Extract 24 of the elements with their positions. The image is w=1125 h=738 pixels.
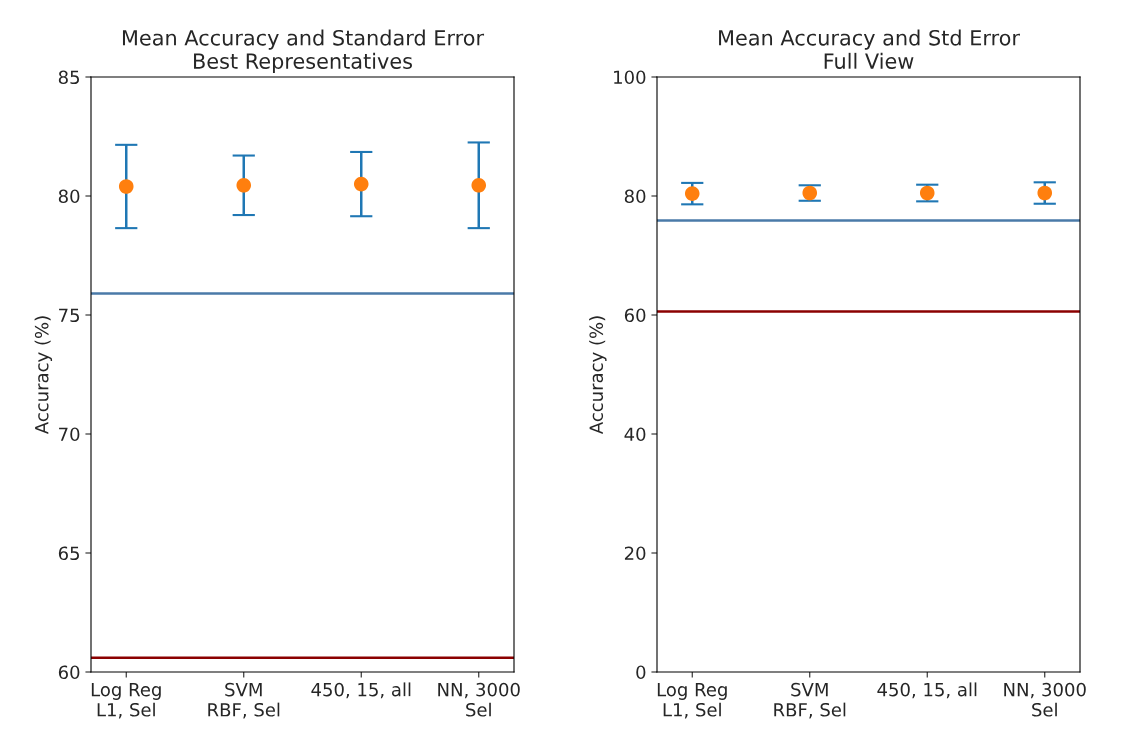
y-tick-label: 85 [58, 70, 80, 85]
y-tick-label: 80 [58, 189, 80, 204]
x-tick-label: 450, 15, all [311, 682, 411, 699]
chart-title: Mean Accuracy and Standard Error Best Representatives [122, 29, 485, 73]
y-tick-label: 70 [59, 427, 80, 442]
y-tick-label: 60 [58, 665, 80, 680]
y-tick-label: 20 [624, 546, 646, 561]
y-axis-title: Accuracy (%) [34, 316, 53, 435]
y-tick-label: 100 [614, 70, 646, 85]
x-tick-label: NN, 3000 Sel [438, 682, 520, 717]
y-tick-label: 0 [636, 665, 646, 680]
y-tick-label: 40 [624, 427, 646, 442]
x-tick-label: Log Reg L1, Sel [657, 682, 727, 719]
x-tick-label: SVM RBF, Sel [208, 682, 280, 719]
y-tick-label: 60 [624, 308, 646, 323]
x-tick-label: NN, 3000 Sel [1004, 682, 1086, 717]
y-tick-label: 80 [624, 189, 646, 204]
chart-title: Mean Accuracy and Std Error Full View [719, 29, 1020, 69]
y-tick-label: 65 [58, 546, 80, 561]
y-axis-title: Accuracy (%) [589, 316, 607, 435]
x-tick-label: SVM RBF, Sel [774, 682, 846, 719]
y-tick-label: 75 [59, 308, 80, 323]
x-tick-label: 450, 15, all [877, 682, 977, 699]
x-tick-label: Log Reg L1, Sel [91, 682, 161, 719]
